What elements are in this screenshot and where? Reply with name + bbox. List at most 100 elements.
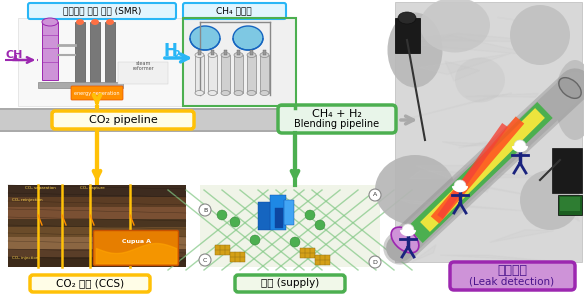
Ellipse shape bbox=[388, 13, 443, 88]
Bar bbox=[18, 18, 185, 106]
Ellipse shape bbox=[510, 5, 570, 65]
FancyBboxPatch shape bbox=[183, 3, 286, 19]
Bar bbox=[560, 197, 580, 211]
Ellipse shape bbox=[195, 91, 204, 95]
Circle shape bbox=[217, 210, 227, 220]
Bar bbox=[195, 55, 204, 93]
Bar bbox=[247, 55, 256, 93]
Text: CH: CH bbox=[5, 50, 22, 60]
Ellipse shape bbox=[233, 26, 263, 50]
Polygon shape bbox=[440, 255, 555, 262]
Text: 공급 (supply): 공급 (supply) bbox=[261, 278, 319, 288]
Bar bbox=[183, 18, 296, 106]
Circle shape bbox=[369, 189, 381, 201]
Bar bbox=[211, 50, 214, 55]
Bar bbox=[8, 219, 186, 227]
Bar bbox=[270, 195, 286, 230]
Bar bbox=[224, 50, 227, 55]
Ellipse shape bbox=[234, 91, 243, 95]
FancyBboxPatch shape bbox=[52, 111, 194, 129]
Bar bbox=[230, 252, 245, 262]
Text: CO₂ pipeline: CO₂ pipeline bbox=[89, 115, 157, 125]
Ellipse shape bbox=[260, 91, 269, 95]
FancyBboxPatch shape bbox=[71, 86, 123, 100]
Bar bbox=[0, 108, 400, 132]
Ellipse shape bbox=[106, 19, 114, 25]
Text: CO₂ reinjection: CO₂ reinjection bbox=[12, 198, 43, 202]
Ellipse shape bbox=[221, 91, 230, 95]
Ellipse shape bbox=[455, 58, 505, 103]
Bar bbox=[0, 108, 400, 110]
Polygon shape bbox=[458, 142, 491, 148]
Text: CO₂ 저장 (CCS): CO₂ 저장 (CCS) bbox=[56, 278, 124, 288]
Ellipse shape bbox=[555, 60, 584, 140]
Text: CH₄ + H₂: CH₄ + H₂ bbox=[312, 109, 362, 119]
Circle shape bbox=[230, 217, 240, 227]
Polygon shape bbox=[562, 210, 579, 221]
Bar bbox=[300, 248, 315, 258]
Ellipse shape bbox=[420, 0, 490, 52]
Polygon shape bbox=[413, 35, 541, 56]
Bar bbox=[8, 207, 186, 219]
Bar bbox=[8, 185, 186, 197]
Text: 2: 2 bbox=[173, 50, 180, 60]
Bar bbox=[263, 50, 266, 55]
Polygon shape bbox=[416, 165, 502, 192]
Text: A: A bbox=[373, 193, 377, 198]
Text: (Leak detection): (Leak detection) bbox=[470, 277, 555, 287]
Circle shape bbox=[514, 140, 526, 152]
Text: 누출진단: 누출진단 bbox=[497, 265, 527, 277]
Ellipse shape bbox=[247, 52, 256, 58]
Polygon shape bbox=[442, 142, 531, 146]
Polygon shape bbox=[498, 17, 529, 22]
Circle shape bbox=[305, 210, 315, 220]
Bar bbox=[8, 249, 186, 257]
Ellipse shape bbox=[221, 52, 230, 58]
Bar bbox=[315, 255, 330, 265]
Bar bbox=[552, 148, 582, 193]
Polygon shape bbox=[419, 54, 510, 74]
Bar bbox=[42, 22, 58, 80]
Polygon shape bbox=[411, 33, 556, 42]
Text: 청연가스 증기 개질 (SMR): 청연가스 증기 개질 (SMR) bbox=[63, 7, 141, 15]
Circle shape bbox=[402, 224, 414, 236]
Ellipse shape bbox=[195, 52, 204, 58]
Ellipse shape bbox=[559, 78, 581, 98]
Bar bbox=[8, 185, 186, 267]
FancyBboxPatch shape bbox=[278, 105, 396, 133]
Polygon shape bbox=[490, 230, 554, 242]
Bar bbox=[90, 22, 100, 82]
Text: D: D bbox=[373, 260, 377, 265]
Text: Blending pipeline: Blending pipeline bbox=[294, 119, 380, 129]
Text: energy generation: energy generation bbox=[74, 91, 120, 95]
Text: CH₄ 블렌딩: CH₄ 블렌딩 bbox=[216, 7, 252, 15]
Ellipse shape bbox=[260, 52, 269, 58]
FancyBboxPatch shape bbox=[28, 3, 176, 19]
Text: H: H bbox=[163, 42, 177, 60]
Ellipse shape bbox=[375, 155, 455, 225]
Bar bbox=[275, 208, 283, 228]
Ellipse shape bbox=[42, 18, 58, 26]
Bar bbox=[38, 82, 123, 88]
Bar bbox=[183, 18, 296, 106]
Bar bbox=[237, 50, 240, 55]
Bar bbox=[258, 202, 270, 230]
Bar bbox=[558, 195, 582, 215]
Bar bbox=[208, 55, 217, 93]
Ellipse shape bbox=[398, 12, 416, 24]
Bar bbox=[221, 55, 230, 93]
Polygon shape bbox=[522, 108, 580, 122]
Ellipse shape bbox=[391, 227, 419, 253]
Bar bbox=[75, 22, 85, 82]
Bar bbox=[260, 55, 269, 93]
Text: CO₂ injection: CO₂ injection bbox=[12, 256, 39, 260]
Polygon shape bbox=[466, 93, 538, 97]
Text: Cupua A: Cupua A bbox=[123, 240, 151, 244]
FancyBboxPatch shape bbox=[93, 230, 179, 266]
Polygon shape bbox=[459, 183, 573, 203]
FancyBboxPatch shape bbox=[30, 275, 150, 292]
Bar bbox=[105, 22, 115, 82]
Ellipse shape bbox=[91, 19, 99, 25]
Text: B: B bbox=[203, 207, 207, 212]
Bar bbox=[395, 18, 420, 53]
